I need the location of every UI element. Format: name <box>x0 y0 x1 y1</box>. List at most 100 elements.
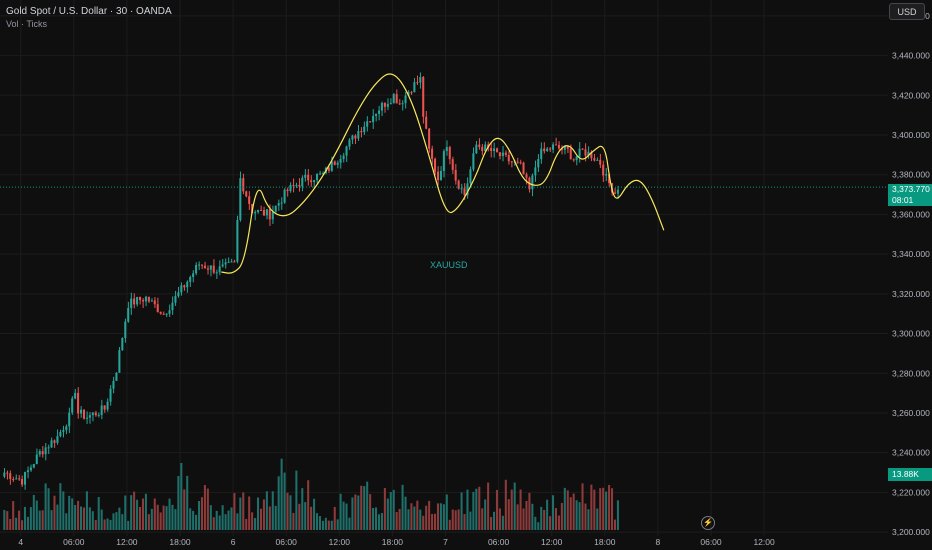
candle-body <box>227 261 230 263</box>
candle-body <box>616 189 619 194</box>
candle-body <box>436 171 439 181</box>
volume-bar <box>82 507 85 530</box>
candle-body <box>448 147 451 160</box>
volume-bar <box>59 483 62 530</box>
candle-body <box>439 170 442 181</box>
candle-body <box>531 175 534 190</box>
candle-body <box>330 161 333 171</box>
candle-body <box>59 431 62 437</box>
volume-bar <box>475 488 478 530</box>
volume-bar <box>572 493 575 530</box>
candle-body <box>395 94 398 104</box>
volume-bar <box>445 494 448 530</box>
volume-bar <box>47 488 50 530</box>
x-axis-tick-label: 4 <box>18 537 23 547</box>
candle-body <box>481 146 484 152</box>
volume-bar <box>537 522 540 530</box>
candle-body <box>35 454 38 465</box>
candle-body <box>525 174 528 178</box>
volume-bar <box>590 484 593 530</box>
candle-body <box>192 273 195 278</box>
candle-body <box>245 191 248 197</box>
candle-body <box>431 148 434 159</box>
candle-body <box>510 161 513 163</box>
candle-body <box>560 148 563 150</box>
volume-bar <box>186 475 189 530</box>
candle-body <box>407 92 410 96</box>
volume-bar <box>575 500 578 530</box>
candle-body <box>377 110 380 114</box>
volume-bar <box>292 512 295 530</box>
volume-bar <box>484 499 487 530</box>
volume-bar <box>32 494 35 530</box>
volume-bar <box>389 492 392 530</box>
volume-bar <box>516 504 519 530</box>
y-axis-tick-label: 3,220.000 <box>892 487 930 497</box>
last-price-tag: 3,373.770 08:01 <box>888 184 932 206</box>
volume-bar <box>531 503 534 530</box>
symbol-watermark: XAUUSD <box>430 260 468 270</box>
candle-body <box>274 205 277 212</box>
volume-bar <box>566 490 569 530</box>
volume-bar <box>360 485 363 530</box>
candle-body <box>307 174 310 181</box>
bar-countdown: 08:01 <box>892 195 914 205</box>
volume-bar <box>304 502 307 530</box>
volume-bar <box>100 509 103 530</box>
candle-body <box>590 151 593 159</box>
currency-button[interactable]: USD <box>889 3 925 20</box>
candle-body <box>336 162 339 165</box>
volume-bar <box>268 506 271 530</box>
candle-body <box>268 209 271 220</box>
volume-bar <box>147 514 150 530</box>
candle-body <box>203 265 206 269</box>
volume-bar <box>466 489 469 530</box>
candle-body <box>301 177 304 187</box>
volume-bar <box>224 514 227 530</box>
volume-indicator-label[interactable]: Vol · Ticks <box>6 19 48 29</box>
volume-bar <box>490 516 493 530</box>
candle-body <box>124 321 127 338</box>
volume-bar <box>88 507 91 530</box>
volume-bar <box>345 503 348 530</box>
x-axis-bar <box>0 536 888 550</box>
volume-bar <box>498 508 501 530</box>
candle-body <box>195 265 198 274</box>
volume-bar <box>307 480 310 530</box>
candle-body <box>563 146 566 150</box>
candle-body <box>283 189 286 203</box>
candle-body <box>484 144 487 152</box>
volume-bar <box>150 508 153 530</box>
x-axis-tick-label: 12:00 <box>329 537 351 547</box>
volume-bar <box>439 503 442 530</box>
volume-bar <box>118 507 121 530</box>
volume-bar <box>613 519 616 530</box>
volume-bar <box>369 494 372 530</box>
candle-body <box>354 135 357 139</box>
x-axis-tick-label: 6 <box>231 537 236 547</box>
candle-body <box>47 447 50 449</box>
volume-bar <box>144 493 147 530</box>
volume-bar <box>280 458 283 530</box>
candle-body <box>383 103 386 107</box>
volume-bar <box>109 519 112 530</box>
candle-body <box>416 82 419 84</box>
candle-body <box>77 392 80 414</box>
lightning-icon[interactable]: ⚡ <box>701 516 715 530</box>
volume-value-tag: 13.88K <box>888 468 932 481</box>
candle-body <box>254 212 257 214</box>
candle-body <box>209 265 212 270</box>
volume-bar <box>510 489 513 530</box>
candle-body <box>257 209 260 213</box>
candle-body <box>501 152 504 157</box>
candle-body <box>333 161 336 165</box>
volume-bar <box>200 497 203 530</box>
volume-bar <box>436 503 439 530</box>
candle-body <box>133 298 136 305</box>
candle-body <box>295 184 298 186</box>
candle-body <box>212 265 215 273</box>
last-price-value: 3,373.770 <box>892 184 930 194</box>
volume-bar <box>74 504 77 530</box>
y-axis-tick-label: 3,340.000 <box>892 249 930 259</box>
